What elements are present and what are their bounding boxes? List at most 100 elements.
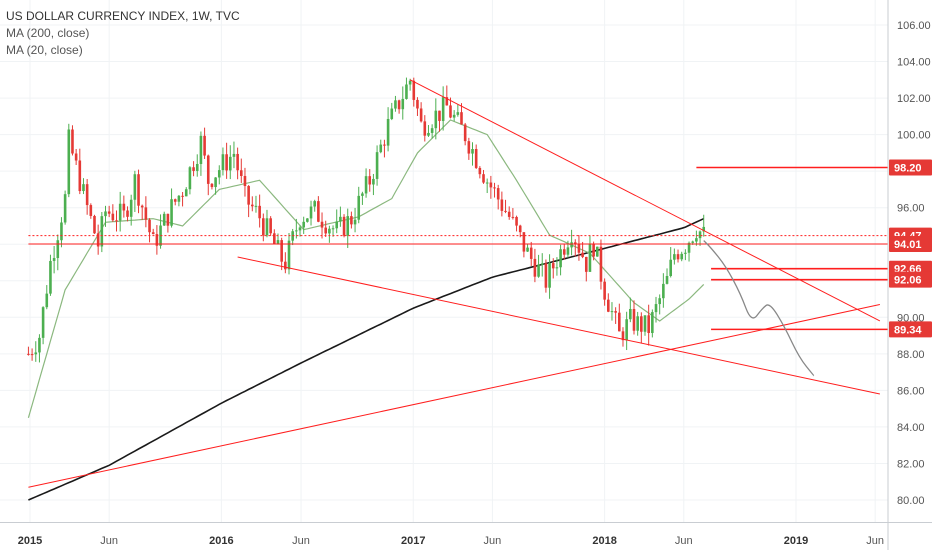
- x-tick-label: Jun: [100, 535, 118, 547]
- candle-body: [522, 232, 526, 252]
- candle-body: [588, 243, 592, 272]
- candle-body: [210, 183, 214, 188]
- candle-body: [595, 246, 599, 257]
- candle-body: [137, 174, 140, 206]
- candle-body: [456, 112, 460, 115]
- candle-body: [262, 218, 265, 236]
- candle-body: [482, 174, 485, 183]
- candle-body: [511, 216, 515, 218]
- candle-body: [471, 149, 474, 154]
- y-tick-label: 86.00: [897, 385, 925, 397]
- candle-body: [500, 199, 504, 211]
- candle-body: [412, 80, 416, 100]
- legend-ma200[interactable]: MA (200, close): [6, 26, 90, 40]
- candle-body: [427, 132, 430, 136]
- candle-body: [320, 221, 324, 228]
- candle-body: [258, 205, 261, 219]
- y-tick-label: 104.00: [897, 57, 931, 69]
- y-tick-label: 106.00: [897, 20, 931, 32]
- candle-body: [85, 184, 89, 206]
- candle-body: [82, 184, 85, 192]
- candle-body: [416, 99, 419, 109]
- candle-body: [232, 153, 236, 157]
- candle-body: [364, 176, 368, 194]
- x-tick-label: 2016: [209, 535, 233, 547]
- candle-body: [170, 199, 173, 226]
- candle-body: [225, 154, 228, 171]
- candle-body: [45, 293, 49, 308]
- candle-body: [460, 112, 463, 125]
- candle-body: [390, 108, 394, 119]
- candle-body: [93, 215, 96, 234]
- candle-body: [287, 240, 291, 270]
- candle-body: [621, 331, 625, 341]
- candle-body: [239, 170, 243, 176]
- candle-body: [669, 259, 672, 276]
- candle-body: [184, 189, 188, 197]
- candle-body: [368, 176, 372, 185]
- candle-body: [559, 249, 562, 268]
- candle-body: [537, 264, 540, 277]
- candle-body: [133, 174, 137, 200]
- candle-body: [265, 218, 269, 236]
- candle-body: [162, 213, 166, 226]
- candle-body: [107, 211, 111, 214]
- legend-ma20[interactable]: MA (20, close): [6, 43, 83, 57]
- price-label-text: 98.20: [894, 163, 922, 175]
- candle-body: [445, 97, 449, 106]
- candle-body: [353, 219, 357, 225]
- candle-body: [584, 256, 588, 272]
- candle-body: [317, 201, 320, 222]
- candle-body: [618, 312, 621, 332]
- candle-body: [375, 152, 379, 179]
- legend-symbol-title[interactable]: US DOLLAR CURRENCY INDEX, 1W, TVC: [6, 9, 240, 23]
- candle-body: [691, 241, 695, 243]
- candle-body: [401, 98, 405, 110]
- candle-body: [346, 216, 350, 236]
- candle-body: [607, 299, 610, 312]
- candle-body: [629, 308, 632, 320]
- y-tick-label: 84.00: [897, 422, 925, 434]
- candle-body: [489, 182, 493, 188]
- candle-body: [74, 153, 78, 161]
- candle-body: [195, 163, 199, 171]
- x-tick-label: Jun: [675, 535, 693, 547]
- candle-body: [63, 194, 67, 223]
- x-tick-label: 2019: [784, 535, 808, 547]
- candle-body: [673, 254, 676, 260]
- candle-body: [276, 240, 280, 245]
- candle-body: [698, 231, 702, 239]
- candle-body: [273, 233, 276, 245]
- candle-body: [181, 195, 184, 197]
- x-tick-label: 2017: [401, 535, 425, 547]
- candle-body: [526, 247, 529, 252]
- candle-body: [111, 213, 115, 221]
- candle-body: [313, 201, 316, 207]
- candle-body: [339, 216, 342, 222]
- y-tick-label: 90.00: [897, 312, 925, 324]
- candle-body: [335, 221, 339, 229]
- candle-body: [687, 242, 691, 253]
- candle-body: [41, 307, 45, 338]
- candle-body: [173, 199, 177, 202]
- candle-body: [192, 167, 195, 171]
- candle-body: [309, 206, 313, 219]
- candle-body: [493, 187, 496, 189]
- candle-body: [331, 228, 335, 230]
- candle-body: [236, 153, 239, 171]
- candle-body: [228, 156, 232, 171]
- candle-body: [129, 199, 133, 217]
- candle-body: [614, 311, 617, 313]
- candle-body: [52, 258, 56, 261]
- candle-body: [702, 226, 706, 232]
- candle-body: [27, 353, 30, 355]
- candle-body: [166, 213, 170, 226]
- candle-body: [555, 267, 559, 269]
- drawings-layer[interactable]: [28, 79, 888, 488]
- candle-body: [397, 100, 401, 110]
- grid: [0, 0, 888, 522]
- candle-body: [518, 225, 522, 233]
- candle-body: [640, 316, 643, 332]
